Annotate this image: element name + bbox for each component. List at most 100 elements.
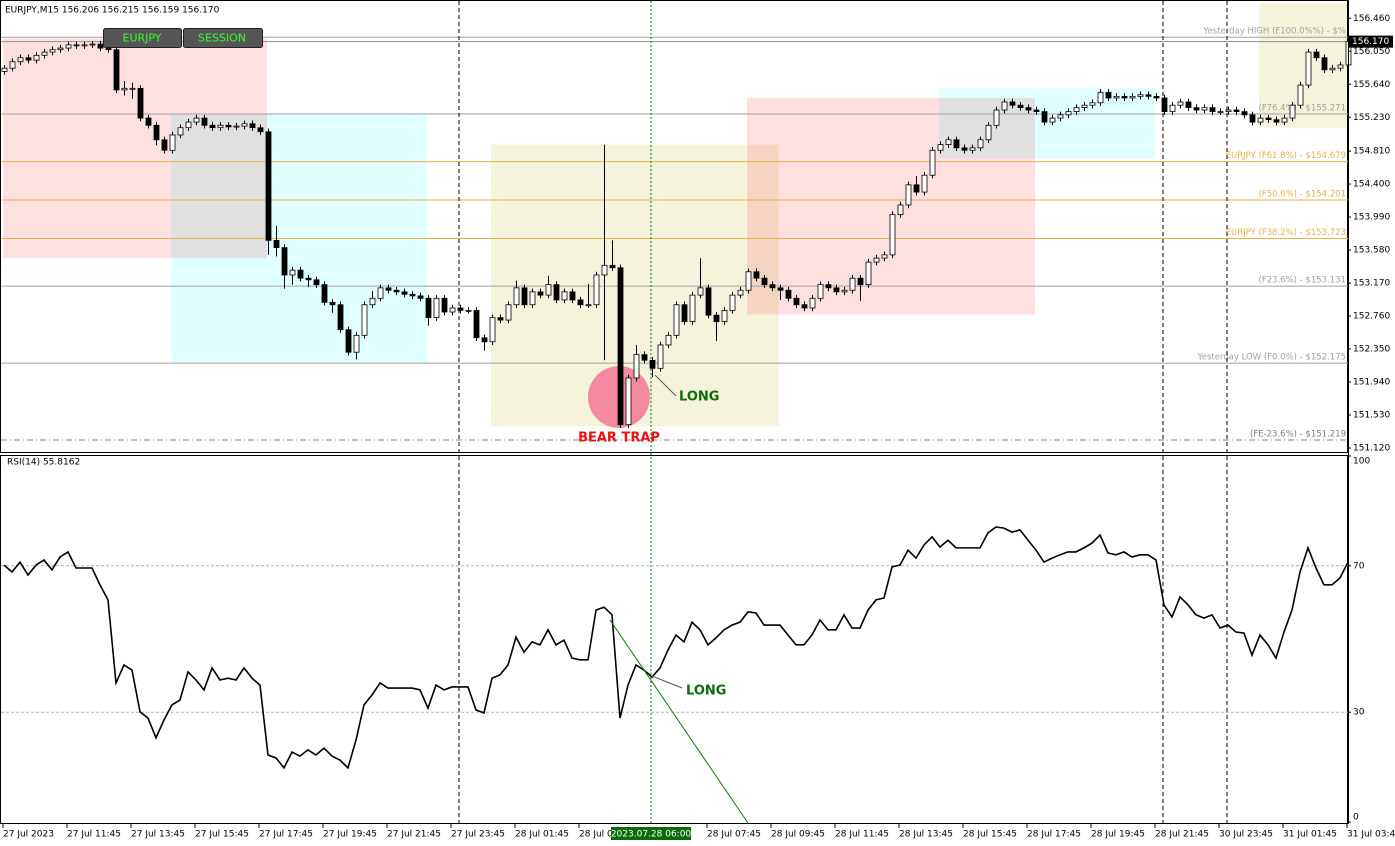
y-tick-label: 153.990 <box>1353 213 1390 223</box>
candle-body <box>921 174 928 193</box>
candle-body <box>1289 104 1296 119</box>
candle-body <box>737 289 744 296</box>
candle-body <box>1225 109 1232 113</box>
candle-body <box>497 317 504 321</box>
button-bg[interactable] <box>183 28 263 48</box>
candle-body <box>1065 111 1072 116</box>
candle-body <box>1017 104 1024 109</box>
candle-body <box>1161 97 1168 113</box>
candle-body <box>345 329 352 353</box>
y-tick-label: 155.640 <box>1353 80 1390 90</box>
candle-body <box>281 247 288 276</box>
button-label[interactable]: EURJPY <box>123 32 162 45</box>
candle-body <box>193 117 200 123</box>
candle-body <box>937 144 944 151</box>
x-tick-label: 28 Jul 07:45 <box>707 830 761 840</box>
candle-body <box>897 204 904 216</box>
candle-body <box>121 87 128 91</box>
candle-body <box>1057 114 1064 119</box>
candle-body <box>705 287 712 316</box>
candle-body <box>1193 107 1200 111</box>
candle-body <box>185 121 192 129</box>
candle-body <box>457 307 464 311</box>
session-zone <box>1259 3 1348 128</box>
x-tick-label: 28 Jul 17:45 <box>1027 830 1081 840</box>
candle-body <box>1177 101 1184 106</box>
candle-body <box>657 344 664 369</box>
x-tick-label: 27 Jul 13:45 <box>131 830 185 840</box>
candle-body <box>201 117 208 126</box>
candle-body <box>1097 91 1104 104</box>
candle-body <box>17 57 24 63</box>
candle-body <box>889 214 896 256</box>
y-tick-label: 155.230 <box>1353 113 1390 123</box>
candle-body <box>297 269 304 279</box>
session-zone <box>939 88 1156 159</box>
candle-body <box>241 123 248 127</box>
x-tick-label: 28 Jul 01:45 <box>515 830 569 840</box>
candle-body <box>993 109 1000 126</box>
candle-body <box>481 337 488 343</box>
candle-body <box>1201 107 1208 111</box>
candle-body <box>249 123 256 129</box>
rsi <box>1 526 1349 770</box>
candle-body <box>73 44 80 47</box>
candle-body <box>1233 109 1240 113</box>
button-label[interactable]: SESSION <box>198 32 246 45</box>
y-tick-label: 153.580 <box>1353 246 1390 256</box>
level-label: (F23.6%) - $153.131 <box>1258 276 1346 286</box>
candle-body <box>697 287 704 296</box>
candle-body <box>129 87 136 90</box>
candle-body <box>1273 119 1280 123</box>
candle-body <box>273 239 280 249</box>
candle-body <box>641 354 648 361</box>
candle-body <box>537 291 544 296</box>
candle-body <box>409 293 416 297</box>
candle-body <box>1145 94 1152 97</box>
candle-body <box>1081 104 1088 109</box>
candle-body <box>585 304 592 307</box>
x-tick-label: 30 Jul 23:45 <box>1219 830 1273 840</box>
button[interactable]: SESSION <box>183 28 263 48</box>
candle-body <box>449 307 456 313</box>
x-tick-label: 27 Jul 21:45 <box>387 830 441 840</box>
candle-body <box>33 54 40 61</box>
candle-body <box>553 284 560 301</box>
candle-body <box>353 334 360 353</box>
candle-body <box>809 297 816 309</box>
candle-body <box>1297 84 1304 106</box>
price-tag-label: 156.170 <box>1352 37 1389 47</box>
candle-body <box>793 297 800 306</box>
candle-body <box>865 261 872 286</box>
candle-body <box>761 277 768 286</box>
chart-title: EURJPY,M15 156.206 156.215 156.159 156.1… <box>5 6 220 16</box>
x-tick-label: 28 Jul 03:45 <box>579 830 633 840</box>
candle-body <box>209 124 216 129</box>
candle-body <box>385 287 392 291</box>
candle-body <box>689 294 696 323</box>
button[interactable]: EURJPY <box>103 28 182 48</box>
level-label: (F76.4%) - $155.271 <box>1258 103 1346 113</box>
candle-body <box>593 274 600 306</box>
level-label: EURJPY (F61.8%) - $154.679 <box>1226 151 1346 161</box>
candle-body <box>625 377 632 426</box>
button-bg[interactable] <box>103 28 182 48</box>
candle-body <box>9 61 16 69</box>
candle-body <box>1153 95 1160 99</box>
candle-body <box>369 297 376 306</box>
candle-body <box>609 264 616 269</box>
candle-body <box>1257 117 1264 123</box>
candle-body <box>833 287 840 293</box>
candle-body <box>169 134 176 151</box>
y-tick-label: 100 <box>1353 457 1370 467</box>
x-tick-label: 27 Jul 11:45 <box>67 830 121 840</box>
candle-body <box>57 47 64 51</box>
candle-body <box>1281 117 1288 123</box>
candle-body <box>673 304 680 336</box>
candle-body <box>1265 117 1272 121</box>
candle-body <box>769 284 776 289</box>
candle-body <box>745 271 752 291</box>
candle-body <box>777 287 784 291</box>
x-tick-label: 28 Jul 11:45 <box>835 830 889 840</box>
